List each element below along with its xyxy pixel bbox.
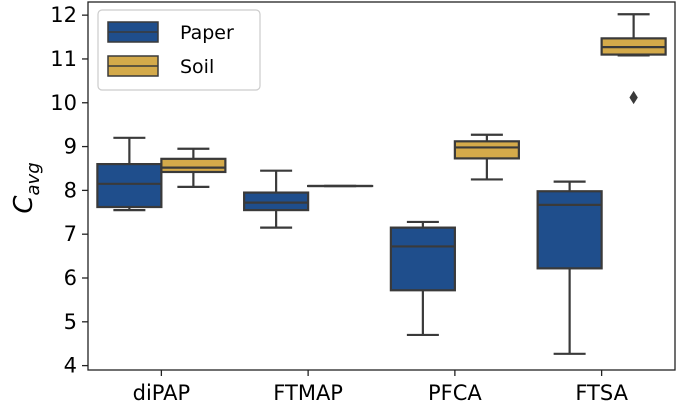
- boxes-layer: [96, 13, 667, 355]
- box-body: [160, 157, 227, 174]
- x-tick-label-pfca: PFCA: [428, 381, 482, 405]
- x-tick-label-ftmap: FTMAP: [273, 381, 343, 405]
- box-body: [243, 191, 310, 212]
- legend-label-soil: Soil: [180, 56, 214, 78]
- box-body: [96, 162, 163, 209]
- y-tick-label-10: 10: [50, 91, 77, 115]
- legend-label-paper: Paper: [180, 22, 234, 44]
- box-soil-dipap: [160, 147, 227, 188]
- box-body: [389, 226, 456, 292]
- box-body: [453, 140, 520, 160]
- y-axis-label: Cavg: [9, 162, 44, 213]
- box-soil-pfca: [453, 133, 520, 181]
- y-tick-label-4: 4: [64, 354, 77, 378]
- x-axis: diPAP FTMAP PFCA FTSA: [133, 370, 629, 405]
- box-paper-ftmap: [243, 169, 310, 229]
- box-paper-ftsa: [536, 180, 603, 355]
- y-tick-label-9: 9: [64, 135, 77, 159]
- y-tick-label-12: 12: [50, 3, 77, 27]
- x-tick-label-dipap: diPAP: [133, 381, 191, 405]
- y-axis: 4 5 6 7 8 9 10 11 12: [50, 3, 88, 378]
- x-tick-label-ftsa: FTSA: [575, 381, 628, 405]
- box-paper-dipap: [96, 136, 163, 212]
- y-tick-label-11: 11: [50, 47, 77, 71]
- legend: Paper Soil: [97, 9, 261, 91]
- box-soil-ftsa: [600, 13, 667, 105]
- y-tick-label-5: 5: [64, 310, 77, 334]
- box-paper-pfca: [389, 220, 456, 337]
- box-body: [536, 190, 603, 270]
- y-tick-label-6: 6: [64, 266, 77, 290]
- plot-frame: [87, 1, 676, 371]
- y-tick-label-8: 8: [64, 178, 77, 202]
- outlier-marker: [629, 90, 638, 105]
- y-tick-label-7: 7: [64, 222, 77, 246]
